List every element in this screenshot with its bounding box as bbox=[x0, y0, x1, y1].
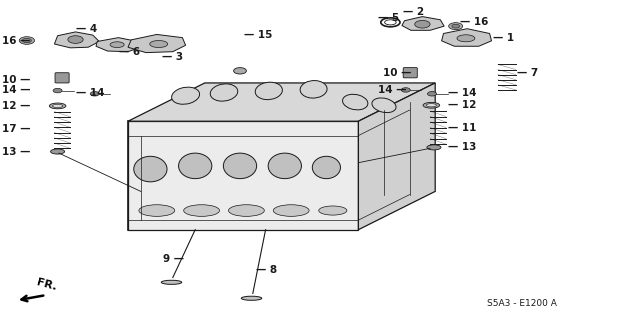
Polygon shape bbox=[128, 121, 358, 230]
Text: — 13: — 13 bbox=[448, 142, 476, 152]
Text: — 8: — 8 bbox=[256, 264, 277, 275]
Text: S5A3 - E1200 A: S5A3 - E1200 A bbox=[487, 299, 557, 308]
Ellipse shape bbox=[372, 98, 396, 113]
Ellipse shape bbox=[319, 206, 347, 215]
Ellipse shape bbox=[342, 94, 368, 110]
Ellipse shape bbox=[110, 42, 124, 48]
Text: 17 —: 17 — bbox=[2, 124, 31, 134]
Ellipse shape bbox=[312, 156, 340, 179]
Ellipse shape bbox=[423, 102, 440, 108]
Text: 16 —: 16 — bbox=[2, 35, 30, 46]
Text: — 2: — 2 bbox=[403, 7, 424, 17]
Ellipse shape bbox=[211, 84, 237, 101]
Text: — 7: — 7 bbox=[517, 68, 538, 78]
Circle shape bbox=[234, 68, 246, 74]
Ellipse shape bbox=[49, 103, 66, 109]
Text: — 4: — 4 bbox=[76, 24, 97, 34]
Ellipse shape bbox=[139, 205, 175, 216]
Circle shape bbox=[449, 23, 463, 30]
Ellipse shape bbox=[228, 205, 264, 216]
Ellipse shape bbox=[457, 35, 475, 42]
Text: 12 —: 12 — bbox=[2, 101, 30, 111]
Ellipse shape bbox=[134, 156, 167, 182]
Text: — 1: — 1 bbox=[493, 33, 514, 43]
Ellipse shape bbox=[51, 149, 65, 154]
Text: 14 —: 14 — bbox=[2, 85, 31, 95]
Ellipse shape bbox=[223, 153, 257, 179]
Polygon shape bbox=[358, 83, 435, 230]
Text: 10 —: 10 — bbox=[383, 68, 411, 78]
Ellipse shape bbox=[179, 153, 212, 179]
Ellipse shape bbox=[150, 41, 168, 48]
FancyBboxPatch shape bbox=[55, 73, 69, 83]
Polygon shape bbox=[442, 29, 492, 46]
Ellipse shape bbox=[172, 87, 200, 104]
Text: — 11: — 11 bbox=[448, 122, 476, 133]
Ellipse shape bbox=[241, 296, 262, 300]
Text: — 15: — 15 bbox=[244, 30, 273, 40]
Circle shape bbox=[19, 37, 35, 44]
Ellipse shape bbox=[255, 82, 282, 100]
Text: 10 —: 10 — bbox=[2, 75, 30, 85]
Polygon shape bbox=[402, 17, 444, 30]
Text: — 6: — 6 bbox=[119, 47, 140, 57]
Circle shape bbox=[428, 92, 436, 96]
Polygon shape bbox=[54, 32, 99, 48]
Circle shape bbox=[53, 88, 62, 93]
Text: 9 —: 9 — bbox=[163, 254, 184, 264]
Ellipse shape bbox=[268, 153, 301, 179]
Circle shape bbox=[68, 36, 83, 43]
FancyBboxPatch shape bbox=[403, 68, 417, 78]
Text: — 16: — 16 bbox=[460, 17, 488, 27]
Text: — 12: — 12 bbox=[448, 100, 476, 110]
Ellipse shape bbox=[426, 104, 436, 107]
Ellipse shape bbox=[161, 280, 182, 284]
Text: 14 —: 14 — bbox=[378, 85, 406, 95]
Polygon shape bbox=[128, 83, 435, 121]
Ellipse shape bbox=[300, 81, 327, 98]
Text: — 5: — 5 bbox=[378, 12, 399, 23]
Polygon shape bbox=[128, 34, 186, 53]
Circle shape bbox=[22, 38, 31, 43]
Text: — 14: — 14 bbox=[448, 88, 477, 99]
Circle shape bbox=[90, 92, 99, 96]
Circle shape bbox=[415, 20, 430, 28]
Polygon shape bbox=[96, 38, 141, 52]
Circle shape bbox=[452, 24, 460, 28]
Ellipse shape bbox=[273, 205, 309, 216]
Ellipse shape bbox=[184, 205, 220, 216]
Circle shape bbox=[401, 88, 410, 92]
Text: — 3: — 3 bbox=[162, 52, 183, 63]
Text: 13 —: 13 — bbox=[2, 146, 30, 157]
Ellipse shape bbox=[52, 104, 63, 108]
Ellipse shape bbox=[427, 145, 441, 150]
Text: FR.: FR. bbox=[35, 277, 58, 292]
Text: — 14: — 14 bbox=[76, 88, 104, 99]
